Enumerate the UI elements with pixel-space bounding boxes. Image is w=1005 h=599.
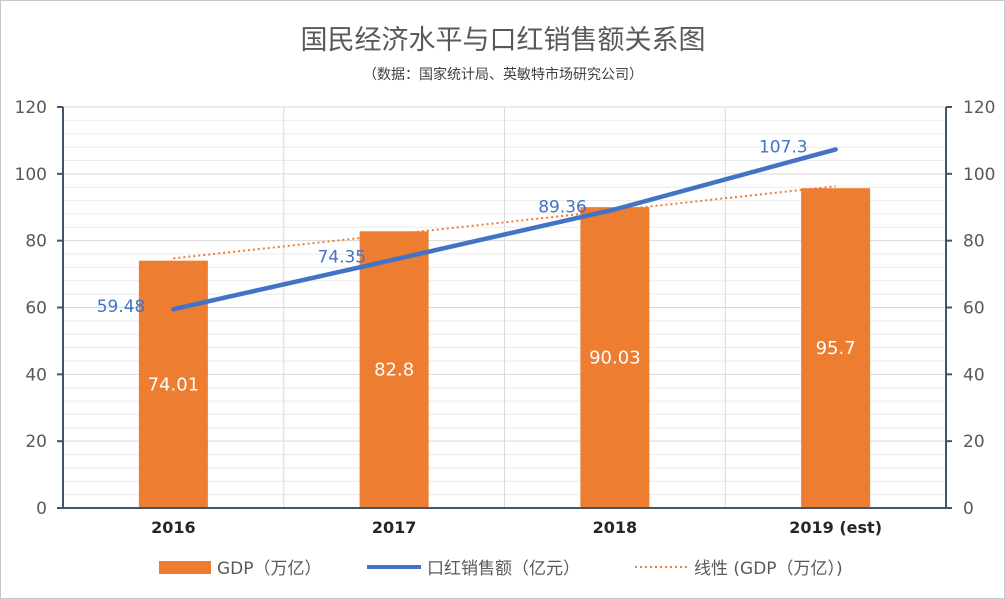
y-tick-label-left: 120 bbox=[15, 98, 47, 118]
bar-value-label: 82.8 bbox=[374, 360, 414, 381]
y-tick-label-right: 0 bbox=[963, 499, 974, 519]
line-layer bbox=[171, 147, 838, 312]
trendline-gdp bbox=[173, 185, 836, 260]
y-tick-label-right: 80 bbox=[963, 232, 985, 252]
legend-label-trendline: 线性 (GDP（万亿）) bbox=[694, 559, 843, 579]
label-layer: 74.01 82.8 90.03 95.7 59.48 74.35 89.36 107.3 bbox=[97, 137, 856, 395]
x-tick-label: 2018 bbox=[593, 518, 638, 537]
bar-gdp-2 bbox=[580, 207, 650, 508]
bar-value-label: 90.03 bbox=[589, 348, 641, 369]
y-tick-label-left: 80 bbox=[25, 232, 47, 252]
y-tick-label-left: 20 bbox=[25, 432, 47, 452]
y-tick-label-left: 100 bbox=[15, 165, 47, 185]
line-lipstick-sales bbox=[171, 147, 838, 312]
x-tick-label: 2017 bbox=[372, 518, 417, 537]
y-tick-label-right: 120 bbox=[963, 98, 995, 118]
y-tick-label-left: 0 bbox=[36, 499, 47, 519]
bar-value-label: 74.01 bbox=[148, 374, 200, 395]
legend-swatch-gdp bbox=[159, 561, 211, 574]
x-tick-label: 2019 (est) bbox=[789, 518, 882, 537]
legend: GDP（万亿） 口红销售额（亿元） 线性 (GDP（万亿）) bbox=[159, 559, 843, 579]
trend-layer bbox=[173, 185, 836, 260]
chart-subtitle: （数据：国家统计局、英敏特市场研究公司） bbox=[363, 66, 643, 83]
bar-gdp-1 bbox=[359, 231, 429, 508]
x-tick-label: 2016 bbox=[151, 518, 196, 537]
line-value-label: 74.35 bbox=[317, 248, 366, 268]
grid-layer bbox=[63, 106, 946, 508]
legend-label-lipstick: 口红销售额（亿元） bbox=[427, 559, 580, 579]
line-value-label: 59.48 bbox=[97, 297, 146, 317]
y-tick-label-right: 60 bbox=[963, 299, 985, 319]
y-tick-label-left: 60 bbox=[25, 299, 47, 319]
line-value-label: 107.3 bbox=[759, 137, 808, 157]
chart-title: 国民经济水平与口红销售额关系图 bbox=[301, 25, 706, 56]
legend-label-gdp: GDP（万亿） bbox=[217, 559, 322, 579]
bar-layer bbox=[138, 188, 871, 508]
axis-layer: 0 20 40 60 80 100 120 0 20 40 60 80 100 120 2016 2017 20… bbox=[15, 98, 996, 537]
y-tick-label-right: 100 bbox=[963, 165, 995, 185]
line-value-label: 89.36 bbox=[538, 197, 587, 217]
y-tick-label-right: 40 bbox=[963, 365, 985, 385]
y-tick-label-right: 20 bbox=[963, 432, 985, 452]
y-tick-label-left: 40 bbox=[25, 365, 47, 385]
bar-value-label: 95.7 bbox=[816, 338, 856, 359]
bar-gdp-3 bbox=[801, 188, 871, 508]
